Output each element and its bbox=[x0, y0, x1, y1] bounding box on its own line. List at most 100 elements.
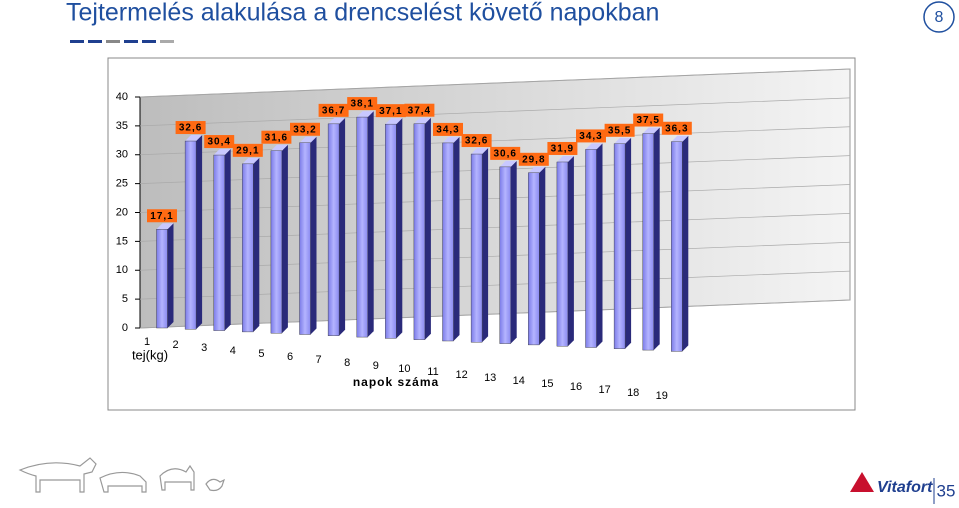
value-label-box bbox=[290, 122, 320, 136]
bar bbox=[585, 149, 597, 348]
bar-side bbox=[682, 135, 689, 352]
bar-top bbox=[413, 117, 431, 124]
value-label-box bbox=[604, 123, 635, 137]
x-tick-label: 19 bbox=[656, 390, 668, 402]
value-label-box bbox=[261, 130, 292, 144]
bar-top bbox=[528, 166, 546, 173]
bar-group bbox=[470, 148, 489, 343]
bar-group bbox=[299, 136, 317, 335]
value-label: 34,3 bbox=[579, 131, 602, 142]
animal-icons bbox=[18, 457, 226, 493]
x-tick-label: 7 bbox=[316, 354, 322, 366]
value-label-box bbox=[633, 113, 664, 127]
bar-group bbox=[184, 135, 203, 330]
x-tick-label: 1 bbox=[144, 336, 150, 348]
x-tick-label: 13 bbox=[484, 372, 496, 384]
bar-side bbox=[281, 144, 288, 334]
bar-group bbox=[442, 136, 460, 342]
value-label: 29,8 bbox=[522, 154, 545, 165]
bar-group bbox=[499, 160, 517, 344]
bar-top bbox=[442, 136, 460, 143]
bar bbox=[442, 142, 454, 342]
slide-title: Tejtermelés alakulása a drencselést köve… bbox=[66, 0, 659, 27]
value-label-box bbox=[547, 141, 578, 155]
bar bbox=[385, 123, 397, 339]
value-label: 35,5 bbox=[608, 125, 631, 136]
bar-side bbox=[567, 155, 574, 347]
y-tick-label: 0 bbox=[122, 322, 128, 334]
x-tick-label: 4 bbox=[230, 345, 236, 357]
bar-side bbox=[167, 223, 174, 328]
bar-top bbox=[471, 148, 489, 155]
bar bbox=[242, 163, 254, 333]
value-label: 37,1 bbox=[379, 106, 402, 117]
x-tick-label: 11 bbox=[427, 366, 438, 378]
bar-side bbox=[510, 160, 517, 344]
grid-line bbox=[139, 97, 851, 127]
page-badge bbox=[923, 1, 955, 33]
y-tick-label: 25 bbox=[116, 178, 128, 190]
value-label-box bbox=[518, 152, 549, 166]
bar-side bbox=[453, 136, 460, 341]
bar bbox=[613, 143, 626, 350]
value-label: 30,4 bbox=[207, 137, 230, 148]
bar-group bbox=[642, 127, 660, 351]
bar-group bbox=[613, 137, 632, 350]
value-label: 34,3 bbox=[436, 125, 459, 136]
bar-top bbox=[213, 149, 231, 156]
value-label-box bbox=[175, 121, 206, 135]
logo: Vitafort 35 bbox=[850, 472, 955, 504]
bar-top bbox=[385, 118, 403, 125]
value-label-box bbox=[232, 143, 263, 157]
bar bbox=[299, 142, 311, 335]
bar-side bbox=[224, 149, 231, 331]
bar-top bbox=[614, 137, 632, 144]
x-tick-label: 5 bbox=[258, 348, 264, 360]
bar bbox=[213, 154, 225, 331]
value-label-box bbox=[204, 135, 235, 149]
title-underline bbox=[70, 40, 174, 43]
bar-top bbox=[242, 157, 260, 164]
bar bbox=[156, 229, 168, 329]
bar-side bbox=[539, 166, 546, 345]
y-tick-label: 10 bbox=[116, 264, 128, 276]
bar-group bbox=[528, 166, 546, 346]
bar-side bbox=[339, 117, 346, 336]
bar-top bbox=[356, 111, 374, 118]
bar-side bbox=[653, 127, 660, 351]
x-tick-label: 2 bbox=[173, 339, 179, 351]
bar-group bbox=[242, 157, 260, 333]
y-tick-label: 40 bbox=[116, 91, 128, 103]
bar bbox=[270, 150, 283, 334]
bar-group bbox=[671, 135, 689, 352]
bar-top bbox=[328, 117, 346, 124]
bar bbox=[470, 153, 483, 343]
bar bbox=[184, 140, 197, 330]
y-tick-label: 5 bbox=[122, 293, 128, 305]
bar-side bbox=[310, 136, 317, 335]
bar-group bbox=[270, 144, 288, 334]
bar-top bbox=[671, 135, 689, 142]
bar bbox=[413, 123, 426, 340]
bar-group bbox=[213, 149, 231, 331]
bar bbox=[642, 133, 654, 351]
value-label: 29,1 bbox=[236, 145, 259, 156]
bar-group bbox=[556, 155, 574, 347]
value-label: 30,6 bbox=[493, 149, 516, 160]
y-axis-label: tej(kg) bbox=[132, 347, 168, 362]
bar-top bbox=[299, 136, 317, 143]
x-tick-label: 14 bbox=[513, 375, 525, 387]
bar bbox=[671, 141, 683, 352]
value-label-box bbox=[147, 209, 177, 223]
value-label: 31,9 bbox=[551, 144, 574, 155]
value-label-box bbox=[461, 134, 492, 148]
y-tick-label: 30 bbox=[116, 149, 128, 161]
bar bbox=[356, 116, 368, 338]
bar-side bbox=[367, 111, 374, 338]
x-tick-label: 6 bbox=[287, 351, 293, 363]
bar-top bbox=[642, 127, 660, 134]
logo-anniversary: 35 bbox=[937, 481, 956, 500]
bar-group bbox=[585, 143, 603, 348]
x-tick-label: 3 bbox=[201, 342, 207, 354]
